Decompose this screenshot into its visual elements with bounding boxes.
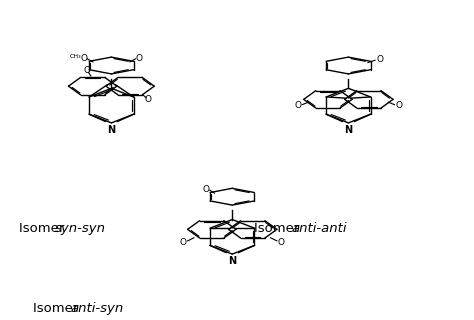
Text: anti-anti: anti-anti	[292, 222, 347, 235]
Text: N: N	[228, 256, 237, 266]
Text: O: O	[136, 54, 143, 63]
Text: Isomer: Isomer	[254, 222, 303, 235]
Text: N: N	[107, 125, 116, 135]
Text: O: O	[80, 54, 87, 63]
Text: Isomer: Isomer	[19, 222, 69, 235]
Text: O: O	[376, 55, 383, 64]
Text: N: N	[344, 125, 353, 135]
Text: O: O	[294, 101, 301, 110]
Text: O: O	[84, 66, 91, 75]
Text: O: O	[180, 238, 187, 247]
Text: O: O	[396, 101, 402, 110]
Text: O: O	[202, 185, 209, 194]
Text: O: O	[145, 95, 151, 104]
Text: Isomer: Isomer	[33, 302, 83, 315]
Text: CH₃: CH₃	[70, 54, 82, 59]
Text: syn-syn: syn-syn	[55, 222, 106, 235]
Text: O: O	[278, 238, 285, 247]
Text: anti-syn: anti-syn	[70, 302, 123, 315]
